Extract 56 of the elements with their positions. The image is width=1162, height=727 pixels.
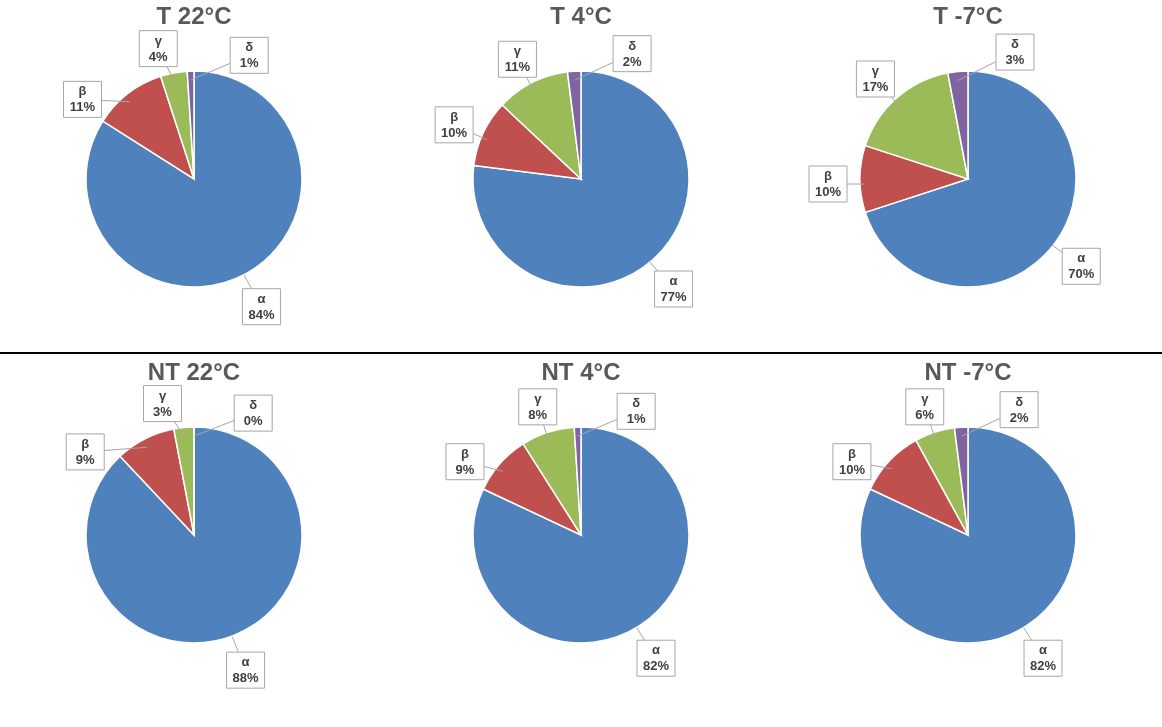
data-label: 17%: [862, 78, 890, 94]
data-label: 2%: [622, 53, 642, 69]
data-label: 82%: [642, 658, 670, 674]
slice-label: γ: [513, 43, 522, 59]
data-label: 1%: [626, 411, 646, 427]
data-label: 9%: [75, 451, 95, 467]
slice-label: β: [80, 435, 89, 451]
data-label: 1%: [239, 55, 259, 71]
data-label: 2%: [1010, 409, 1030, 425]
data-label: 77%: [660, 289, 688, 305]
data-label: 70%: [1068, 266, 1096, 282]
data-label: 84%: [248, 306, 275, 322]
data-label: 11%: [69, 99, 96, 115]
slice-label: β: [824, 168, 833, 183]
chart-title: NT 22°C: [147, 358, 240, 385]
slice-label: α: [1077, 250, 1086, 266]
slice-label: β: [450, 108, 459, 124]
data-label: 10%: [441, 124, 468, 140]
slice-label: α: [257, 290, 266, 306]
slice-label: β: [848, 445, 857, 461]
slice-label: α: [1039, 642, 1048, 658]
slice-label: α: [652, 642, 660, 658]
text: 0%: [243, 413, 263, 429]
data-label: 4%: [148, 48, 168, 64]
slice-label: δ: [632, 395, 641, 411]
slice-label: α: [241, 654, 250, 670]
pie-slice: [472, 426, 690, 644]
slice-label: γ: [534, 390, 543, 406]
pie-slice: [472, 70, 690, 288]
data-label: 9%: [455, 461, 475, 477]
slice-label: δ: [244, 39, 253, 55]
chart-title: NT -7°C: [924, 358, 1012, 385]
slice-label: δ: [1015, 393, 1024, 409]
slice-label: γ: [921, 390, 930, 406]
slice-label: δ: [628, 37, 637, 53]
slice-label: α: [669, 273, 678, 289]
data-label: 10%: [815, 184, 842, 199]
slice-label: β: [78, 83, 87, 99]
chart-title: NT 4°C: [541, 358, 621, 385]
slice-label: β: [460, 445, 469, 461]
data-label: 6%: [915, 406, 935, 422]
data-label: 3%: [152, 403, 172, 419]
slice-label: δ: [1011, 36, 1020, 52]
slice-label: γ: [154, 32, 163, 48]
data-label: 10%: [839, 461, 866, 477]
chart-title: T 22°C: [156, 2, 232, 29]
slice-label: γ: [872, 62, 881, 78]
chart-title: T -7°C: [933, 2, 1004, 29]
data-label: 88%: [232, 670, 259, 686]
chart-title: T 4°C: [550, 2, 612, 29]
data-label: 8%: [528, 406, 548, 422]
data-label: 82%: [1030, 658, 1057, 674]
slice-label: γ: [158, 387, 167, 403]
data-label: 3%: [1005, 52, 1026, 68]
data-label: 11%: [504, 59, 531, 75]
category-label: δ: [248, 397, 257, 413]
